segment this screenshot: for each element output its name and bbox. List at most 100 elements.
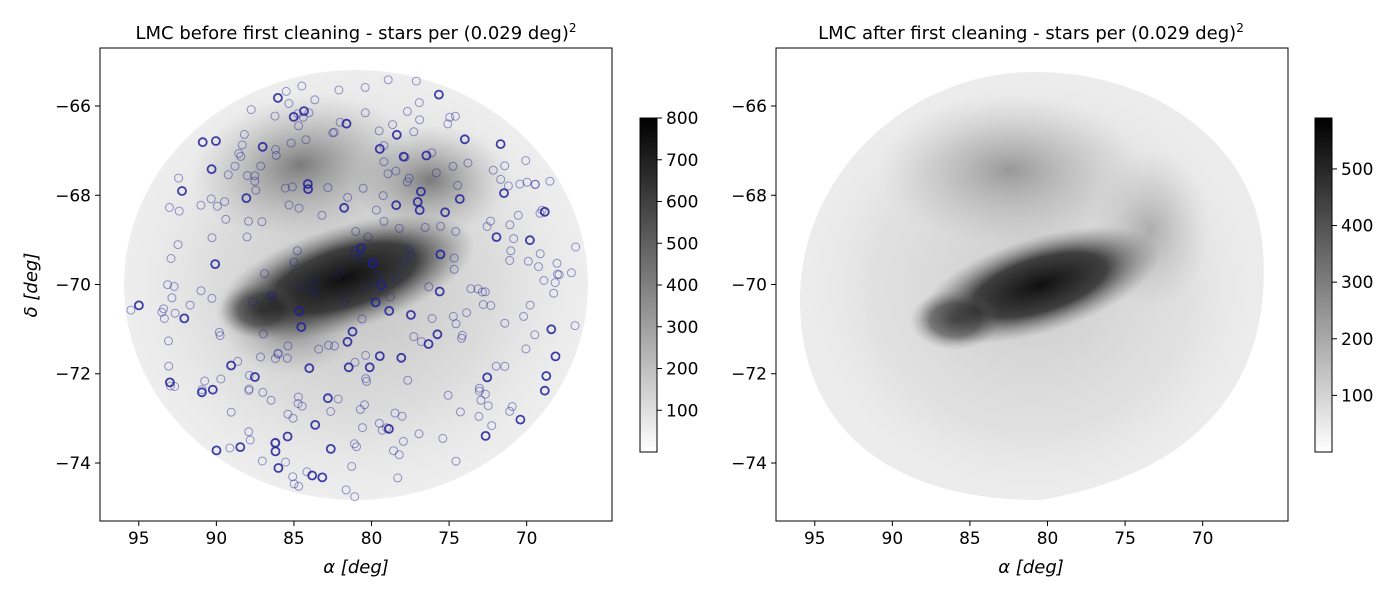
cluster-marker: [270, 111, 280, 121]
cluster-marker: [303, 184, 314, 195]
cluster-marker: [421, 150, 432, 161]
cluster-marker: [310, 95, 320, 105]
cluster-marker: [325, 443, 336, 454]
colorbar-tick-label: 300: [666, 318, 698, 338]
cluster-marker: [207, 384, 218, 395]
colorbar-tick-label: 200: [1341, 330, 1373, 350]
colorbar-tick-label: 300: [1341, 273, 1373, 293]
y-tick-label: −72: [55, 365, 91, 385]
cluster-marker: [500, 161, 510, 171]
cluster-marker: [311, 289, 321, 298]
cluster-marker: [282, 353, 292, 363]
cluster-marker: [474, 386, 484, 396]
x-tick-label: 70: [1192, 529, 1214, 549]
cluster-marker: [335, 117, 345, 127]
y-tick-label: −68: [731, 186, 767, 206]
cluster-marker: [523, 256, 533, 266]
cluster-marker: [482, 372, 493, 383]
cluster-marker: [211, 445, 222, 456]
cluster-marker: [350, 357, 360, 367]
cluster-marker: [360, 82, 370, 92]
x-tick-label: 70: [516, 529, 538, 549]
cluster-marker: [443, 119, 453, 129]
cluster-marker: [270, 354, 280, 364]
cluster-marker: [539, 206, 550, 217]
cluster-marker: [549, 288, 559, 298]
cluster-marker: [270, 437, 281, 448]
cluster-marker: [244, 427, 254, 437]
y-tick-label: −70: [731, 276, 767, 296]
cluster-marker: [521, 156, 531, 166]
colorbar-left: [639, 117, 658, 453]
cluster-marker: [374, 143, 385, 154]
cluster-marker: [361, 374, 371, 384]
cluster-marker: [500, 361, 510, 371]
cluster-marker: [545, 176, 555, 186]
cluster-marker: [241, 193, 252, 204]
cluster-marker: [214, 327, 224, 337]
cluster-marker: [554, 270, 564, 280]
cluster-marker: [480, 287, 490, 297]
cluster-marker: [391, 166, 401, 176]
cluster-marker: [271, 150, 281, 160]
cluster-marker: [376, 280, 387, 291]
cluster-marker: [360, 400, 369, 410]
colorbar-tick-label: 700: [666, 151, 698, 171]
cluster-marker: [515, 414, 526, 425]
cluster-marker: [197, 137, 208, 148]
colorbar-tick-label: 500: [666, 234, 698, 254]
cluster-marker: [391, 274, 401, 284]
cluster-marker: [355, 404, 365, 414]
cluster-marker: [294, 481, 304, 491]
cluster-marker: [483, 401, 493, 411]
cluster-marker: [530, 180, 540, 189]
cluster-marker: [414, 429, 424, 439]
cluster-marker: [257, 217, 267, 227]
x-tick-label: 90: [206, 529, 228, 549]
cluster-marker: [394, 223, 404, 233]
density-map-right: [800, 71, 1264, 500]
cluster-marker: [427, 148, 437, 158]
cluster-marker: [488, 165, 498, 175]
cluster-marker: [242, 232, 252, 242]
cluster-marker: [257, 456, 267, 466]
cluster-marker: [347, 461, 357, 471]
x-axis-label-right: α [deg]: [998, 557, 1064, 578]
cluster-marker: [374, 418, 384, 428]
cluster-marker: [404, 173, 414, 183]
x-tick-label: 80: [361, 529, 383, 549]
cluster-marker: [250, 171, 260, 181]
cluster-marker: [438, 433, 448, 443]
cluster-marker: [282, 431, 293, 442]
cluster-marker: [220, 197, 230, 207]
y-axis-right: −66 −68 −70 −72 −74: [731, 97, 776, 474]
cluster-marker: [454, 194, 465, 204]
cluster-marker: [258, 329, 268, 339]
cluster-marker: [379, 157, 389, 167]
cluster-marker: [293, 399, 303, 408]
y-tick-label: −66: [731, 97, 767, 117]
colorbar-ticks-right: 100 200 300 400 500: [1332, 160, 1373, 406]
cluster-marker: [164, 361, 174, 371]
cluster-marker: [242, 171, 252, 181]
cluster-marker: [570, 321, 580, 331]
cluster-marker: [414, 98, 424, 108]
cluster-marker: [521, 344, 531, 354]
cluster-marker: [298, 112, 308, 122]
cluster-marker: [383, 423, 394, 434]
cluster-marker: [292, 246, 302, 256]
cluster-marker: [304, 108, 314, 118]
x-axis-label-left: α [deg]: [323, 557, 389, 578]
cluster-marker: [462, 308, 472, 318]
cluster-marker: [349, 439, 359, 449]
cluster-marker: [409, 127, 419, 137]
cluster-marker: [304, 363, 315, 374]
x-tick-label: 85: [283, 529, 305, 549]
colorbar-tick-label: 800: [666, 109, 698, 129]
cluster-marker: [457, 330, 467, 340]
cluster-marker: [423, 339, 434, 349]
cluster-marker: [519, 311, 529, 321]
cluster-marker: [244, 216, 253, 226]
cluster-marker: [248, 297, 258, 307]
cluster-marker: [246, 105, 256, 115]
